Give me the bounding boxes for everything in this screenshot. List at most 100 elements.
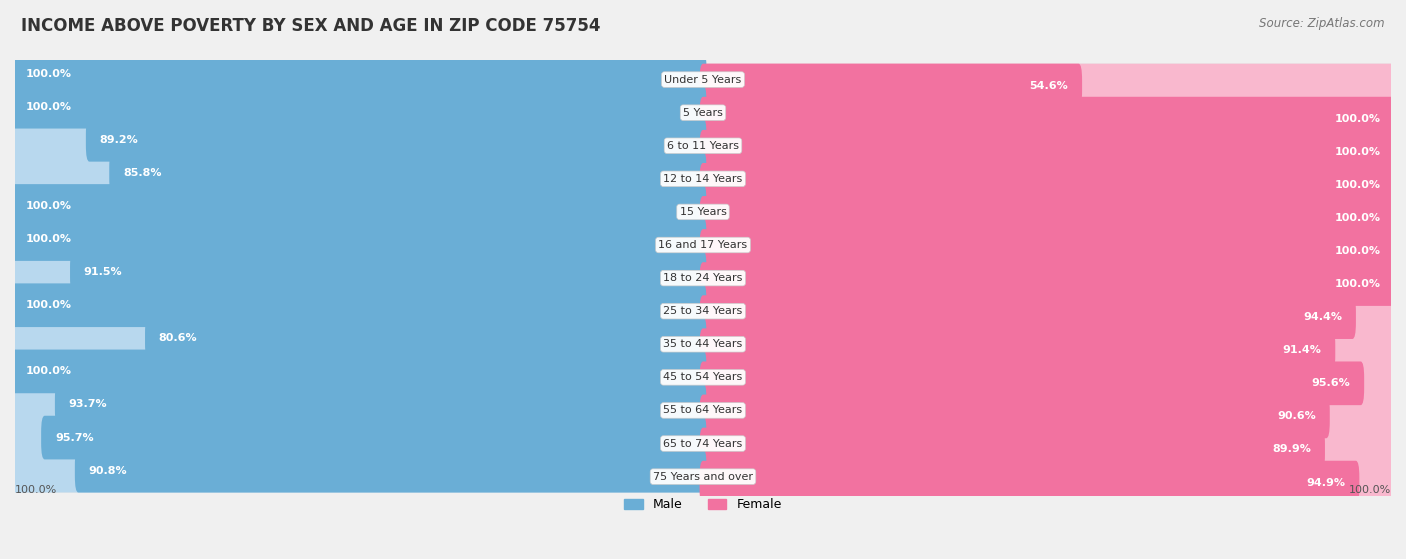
FancyBboxPatch shape <box>700 428 1395 471</box>
Text: 100.0%: 100.0% <box>1334 213 1381 223</box>
Text: 95.6%: 95.6% <box>1312 378 1350 389</box>
Text: 5 Years: 5 Years <box>683 108 723 117</box>
FancyBboxPatch shape <box>700 130 1395 173</box>
Text: 100.0%: 100.0% <box>1334 246 1381 256</box>
Text: Source: ZipAtlas.com: Source: ZipAtlas.com <box>1260 17 1385 30</box>
FancyBboxPatch shape <box>86 118 706 162</box>
Text: 100.0%: 100.0% <box>25 234 72 244</box>
Text: 15 Years: 15 Years <box>679 207 727 217</box>
Text: 25 to 34 Years: 25 to 34 Years <box>664 306 742 316</box>
FancyBboxPatch shape <box>700 64 1083 107</box>
FancyBboxPatch shape <box>11 52 706 96</box>
FancyBboxPatch shape <box>15 63 1391 96</box>
FancyBboxPatch shape <box>110 151 706 195</box>
Text: 91.5%: 91.5% <box>84 267 122 277</box>
Text: 55 to 64 Years: 55 to 64 Years <box>664 405 742 415</box>
FancyBboxPatch shape <box>700 196 1395 240</box>
FancyBboxPatch shape <box>55 383 706 427</box>
FancyBboxPatch shape <box>15 328 1391 361</box>
Text: 18 to 24 Years: 18 to 24 Years <box>664 273 742 283</box>
FancyBboxPatch shape <box>700 229 1395 273</box>
Text: 54.6%: 54.6% <box>1029 80 1069 91</box>
FancyBboxPatch shape <box>11 349 706 393</box>
Text: 90.8%: 90.8% <box>89 466 127 476</box>
FancyBboxPatch shape <box>41 416 706 459</box>
FancyBboxPatch shape <box>700 295 1395 339</box>
FancyBboxPatch shape <box>700 130 1395 173</box>
FancyBboxPatch shape <box>15 262 1391 294</box>
FancyBboxPatch shape <box>700 229 1395 273</box>
Text: 16 and 17 Years: 16 and 17 Years <box>658 240 748 250</box>
FancyBboxPatch shape <box>15 427 1391 459</box>
FancyBboxPatch shape <box>15 295 1391 328</box>
FancyBboxPatch shape <box>11 217 706 261</box>
Text: 75 Years and over: 75 Years and over <box>652 472 754 482</box>
FancyBboxPatch shape <box>700 461 1360 504</box>
FancyBboxPatch shape <box>15 163 1391 195</box>
FancyBboxPatch shape <box>15 229 1391 261</box>
FancyBboxPatch shape <box>11 449 706 492</box>
FancyBboxPatch shape <box>15 97 1391 129</box>
FancyBboxPatch shape <box>11 383 706 427</box>
FancyBboxPatch shape <box>11 283 706 327</box>
Text: 93.7%: 93.7% <box>69 400 107 410</box>
FancyBboxPatch shape <box>11 316 706 360</box>
Text: 89.9%: 89.9% <box>1272 444 1312 454</box>
Text: Under 5 Years: Under 5 Years <box>665 74 741 84</box>
FancyBboxPatch shape <box>11 416 706 459</box>
Text: 45 to 54 Years: 45 to 54 Years <box>664 372 742 382</box>
FancyBboxPatch shape <box>11 118 706 162</box>
Text: 95.7%: 95.7% <box>55 433 94 443</box>
FancyBboxPatch shape <box>700 64 1395 107</box>
Text: 65 to 74 Years: 65 to 74 Years <box>664 438 742 448</box>
Text: 85.8%: 85.8% <box>122 168 162 178</box>
Text: 100.0%: 100.0% <box>1348 485 1391 495</box>
Text: 89.2%: 89.2% <box>100 135 138 145</box>
FancyBboxPatch shape <box>11 85 706 129</box>
FancyBboxPatch shape <box>700 461 1395 504</box>
FancyBboxPatch shape <box>15 130 1391 162</box>
Legend: Male, Female: Male, Female <box>619 494 787 517</box>
Text: 100.0%: 100.0% <box>25 201 72 211</box>
Text: 100.0%: 100.0% <box>25 366 72 376</box>
Text: 80.6%: 80.6% <box>159 333 197 343</box>
FancyBboxPatch shape <box>700 262 1395 306</box>
FancyBboxPatch shape <box>11 52 706 96</box>
FancyBboxPatch shape <box>700 97 1395 140</box>
FancyBboxPatch shape <box>700 395 1330 438</box>
Text: 100.0%: 100.0% <box>1334 113 1381 124</box>
FancyBboxPatch shape <box>700 328 1336 372</box>
Text: 91.4%: 91.4% <box>1282 345 1322 355</box>
Text: 6 to 11 Years: 6 to 11 Years <box>666 141 740 151</box>
Text: 12 to 14 Years: 12 to 14 Years <box>664 174 742 184</box>
FancyBboxPatch shape <box>145 316 706 360</box>
FancyBboxPatch shape <box>700 163 1395 207</box>
FancyBboxPatch shape <box>700 428 1324 471</box>
Text: 100.0%: 100.0% <box>25 102 72 112</box>
FancyBboxPatch shape <box>700 362 1395 405</box>
Text: 100.0%: 100.0% <box>25 69 72 79</box>
FancyBboxPatch shape <box>700 362 1364 405</box>
FancyBboxPatch shape <box>15 196 1391 228</box>
FancyBboxPatch shape <box>11 217 706 261</box>
FancyBboxPatch shape <box>11 184 706 228</box>
FancyBboxPatch shape <box>11 250 706 294</box>
FancyBboxPatch shape <box>700 262 1395 306</box>
Text: 35 to 44 Years: 35 to 44 Years <box>664 339 742 349</box>
FancyBboxPatch shape <box>11 283 706 327</box>
Text: 90.6%: 90.6% <box>1277 411 1316 421</box>
FancyBboxPatch shape <box>11 184 706 228</box>
FancyBboxPatch shape <box>15 394 1391 427</box>
FancyBboxPatch shape <box>11 85 706 129</box>
FancyBboxPatch shape <box>15 461 1391 493</box>
FancyBboxPatch shape <box>70 250 706 294</box>
Text: 100.0%: 100.0% <box>1334 146 1381 157</box>
FancyBboxPatch shape <box>11 151 706 195</box>
FancyBboxPatch shape <box>700 295 1355 339</box>
FancyBboxPatch shape <box>15 361 1391 394</box>
FancyBboxPatch shape <box>75 449 706 492</box>
FancyBboxPatch shape <box>11 349 706 393</box>
FancyBboxPatch shape <box>700 328 1395 372</box>
Text: INCOME ABOVE POVERTY BY SEX AND AGE IN ZIP CODE 75754: INCOME ABOVE POVERTY BY SEX AND AGE IN Z… <box>21 17 600 35</box>
FancyBboxPatch shape <box>700 196 1395 240</box>
